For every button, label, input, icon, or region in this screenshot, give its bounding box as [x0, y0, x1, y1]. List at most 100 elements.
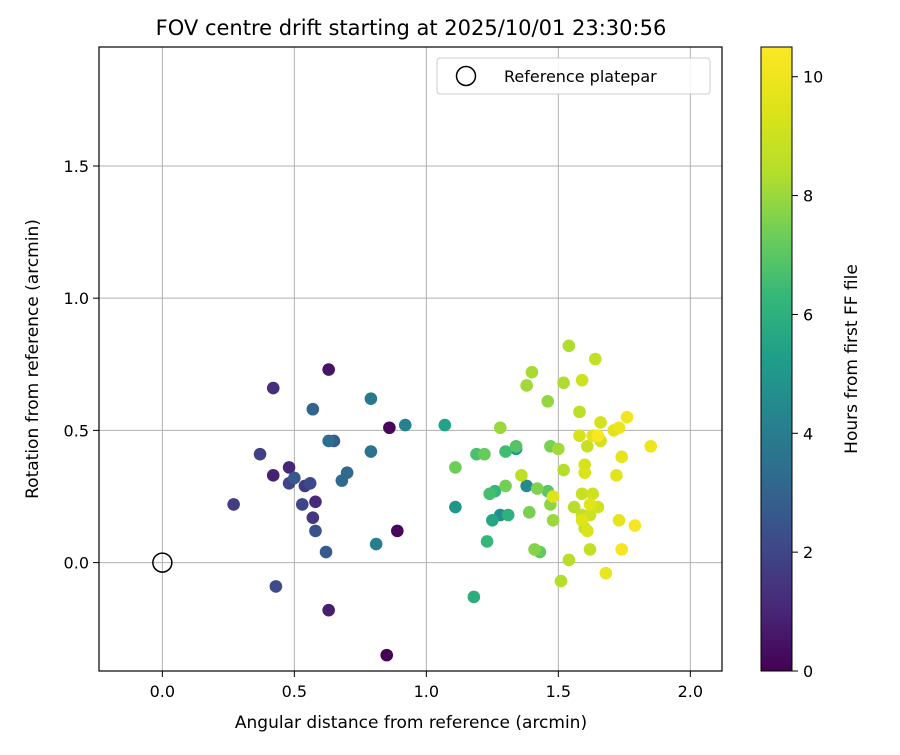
data-point	[306, 402, 320, 416]
x-tick-label: 1.5	[546, 682, 571, 701]
data-point	[269, 580, 283, 593]
data-point	[628, 519, 642, 532]
y-axis-ticks: 0.0 0.5 1.0 1.5	[64, 157, 99, 573]
data-point	[501, 508, 515, 522]
reference-marker	[152, 552, 173, 573]
data-point	[499, 445, 512, 458]
x-tick-label: 2.0	[678, 682, 703, 701]
data-point	[528, 543, 541, 556]
data-point	[588, 352, 602, 366]
data-point	[612, 421, 626, 435]
data-point	[499, 479, 512, 493]
data-point	[266, 469, 280, 482]
data-point	[227, 498, 240, 511]
data-point	[554, 574, 568, 588]
y-tick-label: 1.5	[64, 157, 89, 176]
y-tick-label: 0.0	[64, 554, 89, 573]
legend-label: Reference platepar	[504, 67, 657, 86]
data-point	[525, 365, 539, 379]
data-point	[438, 418, 452, 432]
data-point	[575, 513, 589, 527]
data-point	[335, 474, 349, 487]
data-point	[322, 363, 335, 376]
data-point	[599, 566, 613, 580]
data-point	[520, 379, 533, 392]
legend-box	[436, 57, 711, 95]
data-point	[573, 405, 586, 419]
data-point	[322, 603, 335, 617]
x-axis-label: Angular distance from reference (arcmin)	[235, 713, 587, 733]
data-point	[398, 418, 412, 432]
x-tick-label: 1.0	[414, 682, 439, 701]
data-point	[295, 498, 309, 511]
data-points	[227, 339, 658, 662]
y-axis-label: Rotation from reference (arcmin)	[23, 219, 43, 499]
data-point	[610, 469, 623, 482]
data-point	[288, 471, 301, 485]
data-point	[562, 339, 576, 353]
colorbar-tick-label: 8	[803, 187, 813, 206]
data-point	[578, 466, 592, 479]
data-point	[581, 524, 594, 538]
data-point	[581, 439, 594, 453]
colorbar	[760, 46, 793, 672]
data-point	[575, 487, 589, 501]
reference-point	[152, 552, 173, 573]
data-point	[520, 479, 533, 493]
data-point	[319, 545, 333, 559]
data-point	[583, 543, 597, 556]
data-point	[309, 495, 322, 509]
colorbar-label: Hours from first FF file	[842, 264, 862, 454]
data-point	[644, 439, 658, 453]
data-point	[369, 537, 383, 551]
data-point	[562, 553, 576, 567]
plot-frame	[98, 46, 723, 672]
chart-title: FOV centre drift starting at 2025/10/01 …	[156, 16, 667, 40]
x-tick-label: 0.5	[282, 682, 307, 701]
data-point	[546, 490, 560, 503]
data-point	[586, 487, 599, 501]
colorbar-tick-label: 4	[803, 424, 813, 443]
data-point	[546, 513, 560, 527]
data-point	[266, 381, 280, 395]
data-point	[480, 535, 494, 548]
data-point	[541, 395, 555, 408]
data-point	[253, 447, 267, 461]
data-point	[449, 500, 462, 514]
x-tick-label: 0.0	[150, 682, 175, 701]
data-point	[467, 590, 481, 604]
data-point	[557, 376, 570, 390]
data-point	[557, 463, 570, 477]
colorbar-tick-label: 10	[803, 68, 823, 87]
data-point	[515, 469, 528, 482]
data-point	[620, 410, 634, 424]
data-point	[493, 421, 507, 435]
data-point	[591, 429, 605, 442]
data-point	[364, 392, 378, 405]
data-point	[522, 506, 536, 519]
data-point	[583, 498, 597, 511]
data-point	[306, 511, 320, 524]
data-point	[486, 513, 499, 527]
data-point	[364, 445, 378, 458]
data-point	[575, 373, 589, 387]
colorbar-tick-label: 0	[803, 662, 813, 681]
y-tick-label: 1.0	[64, 289, 89, 308]
data-point	[383, 421, 396, 435]
data-point	[478, 447, 491, 461]
data-point	[594, 416, 607, 429]
data-point	[309, 524, 322, 538]
data-point	[449, 461, 462, 474]
data-point	[483, 487, 496, 501]
data-point	[322, 434, 335, 448]
y-tick-label: 0.5	[64, 421, 89, 440]
data-point	[303, 476, 317, 490]
legend: Reference platepar	[436, 57, 711, 95]
data-point	[612, 513, 626, 527]
data-point	[615, 543, 628, 556]
data-point	[573, 429, 586, 442]
data-point	[282, 461, 296, 474]
data-point	[567, 500, 581, 514]
colorbar-ticks: 0 2 4 6 8 10	[792, 68, 823, 681]
